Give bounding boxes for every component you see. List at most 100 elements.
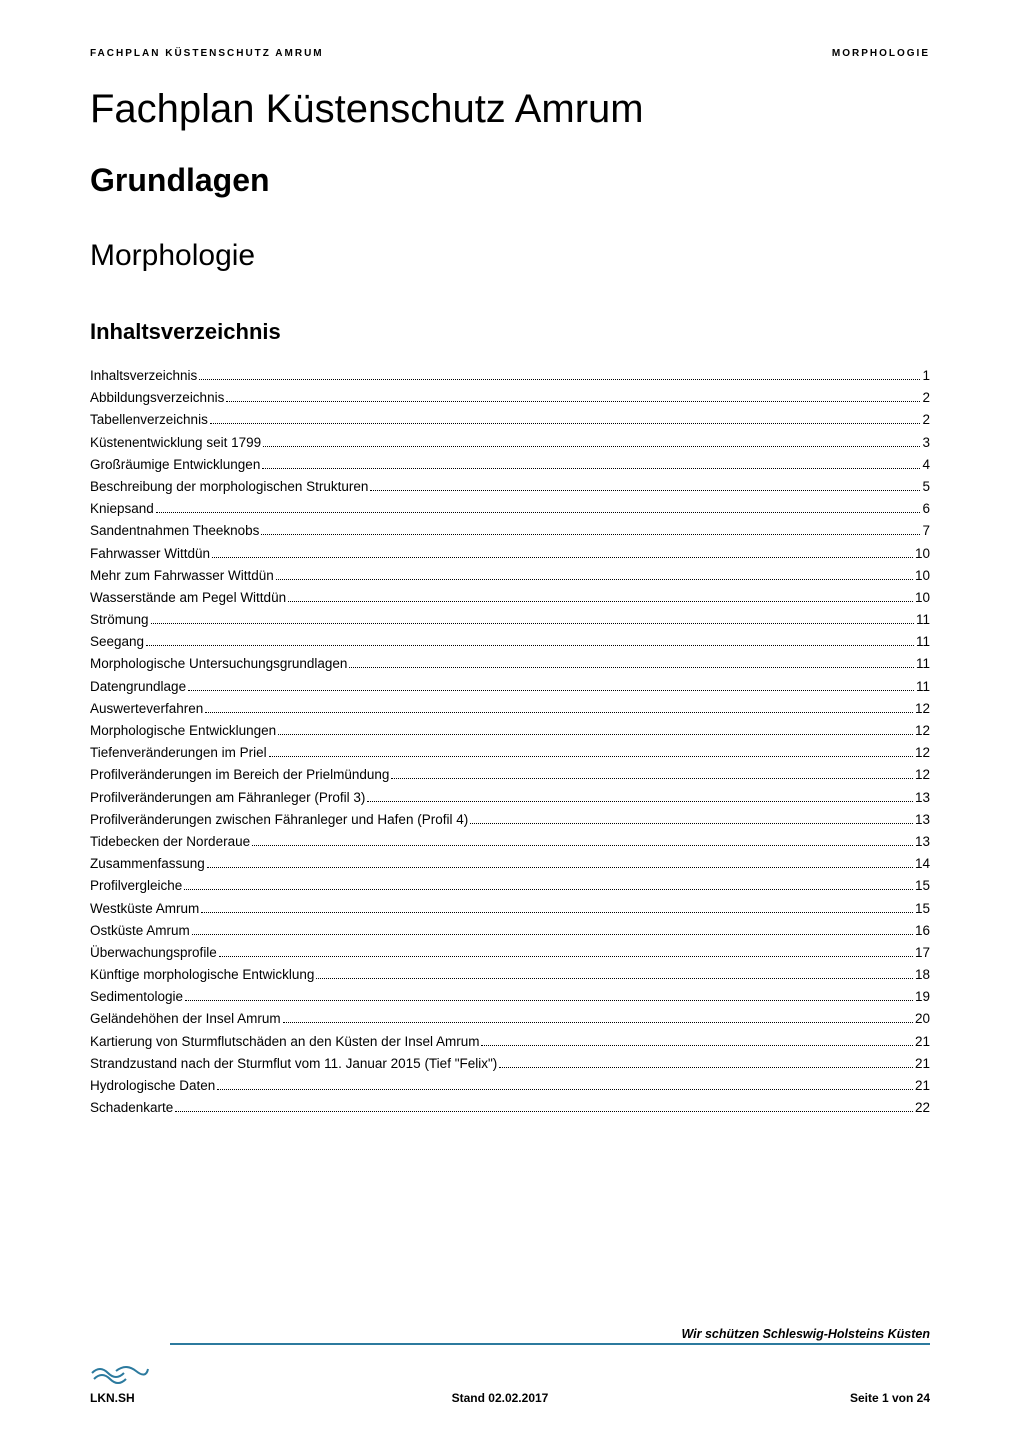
toc-row: Mehr zum Fahrwasser Wittdün10	[90, 569, 930, 583]
toc-label: Profilvergleiche	[90, 879, 182, 893]
toc-row: Großräumige Entwicklungen4	[90, 458, 930, 472]
footer-slogan: Wir schützen Schleswig-Holsteins Küsten	[90, 1327, 930, 1341]
toc-label: Sandentnahmen Theeknobs	[90, 524, 259, 538]
toc-page: 13	[915, 813, 930, 827]
toc-page: 2	[922, 413, 930, 427]
toc-row: Fahrwasser Wittdün10	[90, 547, 930, 561]
toc-label: Großräumige Entwicklungen	[90, 458, 260, 472]
toc-page: 20	[915, 1012, 930, 1026]
document-title: Fachplan Küstenschutz Amrum	[90, 87, 930, 132]
toc-leader	[470, 823, 913, 824]
toc-leader	[370, 490, 920, 491]
toc-row: Wasserstände am Pegel Wittdün10	[90, 591, 930, 605]
toc-page: 12	[915, 746, 930, 760]
toc-page: 22	[915, 1101, 930, 1115]
toc-row: Ostküste Amrum 16	[90, 924, 930, 938]
toc-page: 21	[915, 1035, 930, 1049]
toc-page: 15	[915, 879, 930, 893]
toc-label: Morphologische Entwicklungen	[90, 724, 276, 738]
toc-page: 10	[915, 547, 930, 561]
toc-row: Profilveränderungen zwischen Fähranleger…	[90, 813, 930, 827]
footer-rule	[170, 1343, 930, 1345]
toc-row: Profilveränderungen am Fähranleger (Prof…	[90, 791, 930, 805]
toc-label: Küstenentwicklung seit 1799	[90, 436, 261, 450]
toc-page: 7	[922, 524, 930, 538]
toc-label: Abbildungsverzeichnis	[90, 391, 224, 405]
footer-date: Stand 02.02.2017	[150, 1391, 850, 1405]
toc-page: 1	[922, 369, 930, 383]
toc-label: Tidebecken der Norderaue	[90, 835, 250, 849]
footer-org: LKN.SH	[90, 1391, 135, 1405]
toc-page: 3	[922, 436, 930, 450]
toc-row: Künftige morphologische Entwicklung 18	[90, 968, 930, 982]
toc-page: 13	[915, 835, 930, 849]
toc-row: Sedimentologie 19	[90, 990, 930, 1004]
toc-leader	[205, 712, 913, 713]
toc-label: Kartierung von Sturmflutschäden an den K…	[90, 1035, 479, 1049]
toc-label: Datengrundlage	[90, 680, 186, 694]
toc-page: 11	[916, 613, 930, 627]
toc-leader	[146, 645, 914, 646]
toc-page: 11	[916, 657, 930, 671]
toc-row: Tiefenveränderungen im Priel12	[90, 746, 930, 760]
toc-leader	[367, 801, 913, 802]
toc-leader	[226, 401, 920, 402]
toc-row: Zusammenfassung14	[90, 857, 930, 871]
toc-label: Westküste Amrum	[90, 902, 199, 916]
toc-page: 11	[916, 635, 930, 649]
toc-leader	[201, 912, 913, 913]
toc-leader	[219, 956, 913, 957]
toc-label: Ostküste Amrum	[90, 924, 190, 938]
toc-leader	[217, 1089, 913, 1090]
toc-row: Kartierung von Sturmflutschäden an den K…	[90, 1035, 930, 1049]
toc-leader	[188, 690, 914, 691]
toc-label: Künftige morphologische Entwicklung	[90, 968, 314, 982]
toc-row: Überwachungsprofile17	[90, 946, 930, 960]
toc-label: Strandzustand nach der Sturmflut vom 11.…	[90, 1057, 497, 1071]
footer-left: LKN.SH	[90, 1363, 150, 1405]
toc-row: Tabellenverzeichnis2	[90, 413, 930, 427]
toc-leader	[192, 934, 913, 935]
toc-label: Sedimentologie	[90, 990, 183, 1004]
toc-page: 12	[915, 724, 930, 738]
footer-line: LKN.SH Stand 02.02.2017 Seite 1 von 24	[90, 1363, 930, 1405]
page-footer: Wir schützen Schleswig-Holsteins Küsten …	[90, 1327, 930, 1405]
toc-label: Hydrologische Daten	[90, 1079, 215, 1093]
toc-leader	[261, 534, 920, 535]
toc-leader	[252, 845, 913, 846]
wave-logo-icon	[90, 1363, 150, 1385]
document-subtitle: Grundlagen	[90, 162, 930, 199]
toc-row: Profilvergleiche 15	[90, 879, 930, 893]
toc-label: Überwachungsprofile	[90, 946, 217, 960]
toc-label: Zusammenfassung	[90, 857, 205, 871]
toc-page: 21	[915, 1079, 930, 1093]
toc-label: Kniepsand	[90, 502, 154, 516]
toc-page: 19	[915, 990, 930, 1004]
toc-row: Strömung11	[90, 613, 930, 627]
toc-leader	[391, 778, 913, 779]
toc-label: Seegang	[90, 635, 144, 649]
toc-leader	[263, 446, 920, 447]
toc-row: Abbildungsverzeichnis 2	[90, 391, 930, 405]
toc-row: Beschreibung der morphologischen Struktu…	[90, 480, 930, 494]
toc-page: 12	[915, 702, 930, 716]
toc-row: Geländehöhen der Insel Amrum20	[90, 1012, 930, 1026]
toc-row: Auswerteverfahren12	[90, 702, 930, 716]
toc-leader	[499, 1067, 913, 1068]
toc-page: 13	[915, 791, 930, 805]
toc-page: 18	[915, 968, 930, 982]
toc-page: 2	[922, 391, 930, 405]
section-heading: Morphologie	[90, 239, 930, 273]
toc-row: Morphologische Untersuchungsgrundlagen 11	[90, 657, 930, 671]
toc-label: Profilveränderungen zwischen Fähranleger…	[90, 813, 468, 827]
toc-leader	[185, 1000, 913, 1001]
toc-page: 16	[915, 924, 930, 938]
toc-row: Tidebecken der Norderaue 13	[90, 835, 930, 849]
toc-label: Wasserstände am Pegel Wittdün	[90, 591, 286, 605]
header-right: MORPHOLOGIE	[832, 48, 930, 59]
toc-leader	[316, 978, 913, 979]
toc-row: Küstenentwicklung seit 1799 3	[90, 436, 930, 450]
toc-label: Morphologische Untersuchungsgrundlagen	[90, 657, 347, 671]
toc-label: Beschreibung der morphologischen Struktu…	[90, 480, 368, 494]
toc-leader	[212, 557, 913, 558]
